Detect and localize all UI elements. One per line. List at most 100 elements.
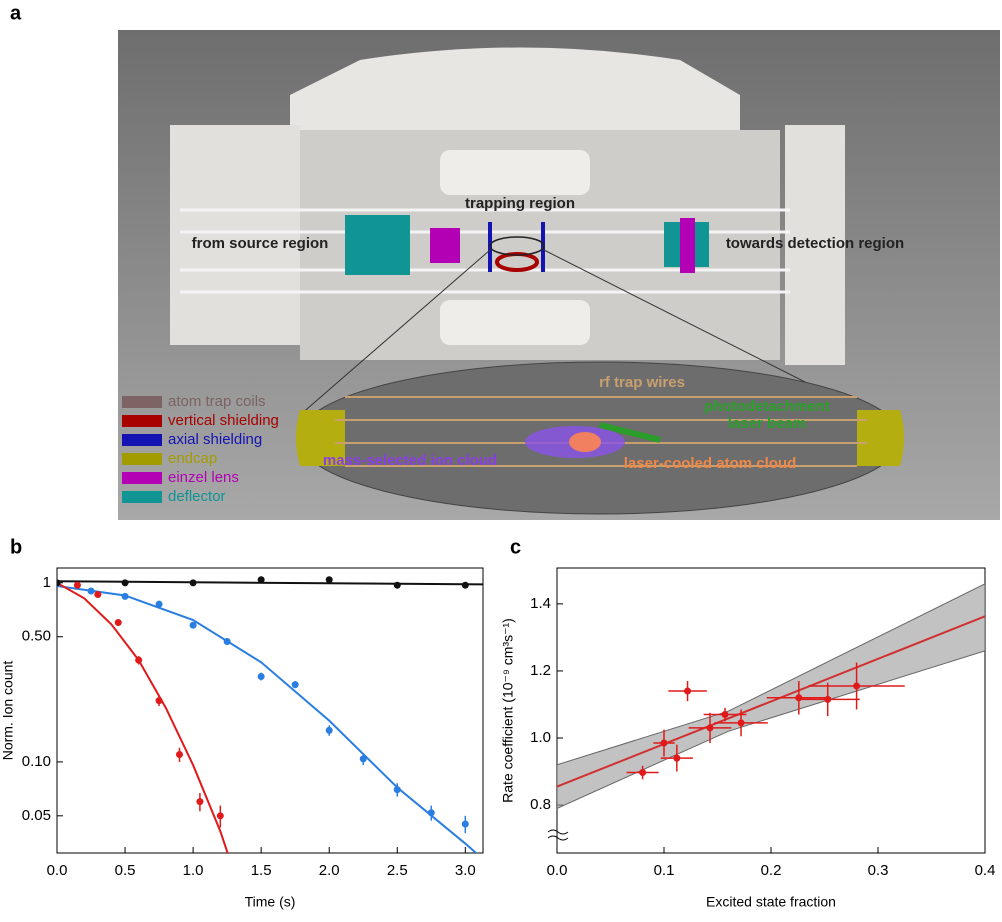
confidence-band <box>557 583 985 809</box>
endcap <box>296 410 345 466</box>
y-tick-label: 0.05 <box>22 807 51 824</box>
point <box>684 687 692 695</box>
endcap <box>857 410 904 466</box>
legend-label: endcap <box>168 450 217 467</box>
point <box>196 798 204 806</box>
point <box>87 587 95 595</box>
plot-frame <box>56 567 484 854</box>
point <box>291 681 299 689</box>
label: laser beam <box>728 415 806 432</box>
y-tick-label: 1.0 <box>530 729 551 746</box>
point <box>57 579 61 587</box>
zoom-marker <box>489 236 545 256</box>
x-tick-label: 1.0 <box>183 862 204 879</box>
x-tick-label: 2.5 <box>387 862 408 879</box>
point <box>427 809 435 817</box>
left-chamber <box>170 125 300 345</box>
point <box>189 579 197 587</box>
top-flange <box>290 47 740 135</box>
einzel-lens <box>430 228 460 263</box>
label: from source region <box>192 235 329 252</box>
legend-swatch <box>122 472 162 484</box>
legend-swatch <box>122 453 162 465</box>
point <box>223 638 231 646</box>
label: towards detection region <box>726 235 904 252</box>
point <box>853 682 861 690</box>
fit-line <box>57 580 483 586</box>
zoom-line <box>299 249 491 416</box>
legend-swatch <box>122 434 162 446</box>
point <box>706 724 714 732</box>
point <box>393 786 401 794</box>
y-tick-label: 0.50 <box>22 628 51 645</box>
y-tick-label: 1.2 <box>530 662 551 679</box>
point <box>673 754 681 762</box>
fit-line <box>557 615 985 788</box>
vertical-shielding <box>495 252 539 272</box>
x-tick-label: 0.5 <box>115 862 136 879</box>
point <box>639 769 647 777</box>
lower-coil <box>440 300 590 345</box>
legend-swatch <box>122 415 162 427</box>
point <box>189 621 197 629</box>
chart: 0.0 0.1 0.2 0.3 0.4 0.8 1.0 1.2 1.4 Excited state… <box>500 567 996 910</box>
x-axis-label: Excited state fraction <box>706 894 836 910</box>
point <box>721 711 729 719</box>
point <box>325 576 333 584</box>
point <box>359 755 367 763</box>
point <box>216 812 224 820</box>
label: mass-selected ion cloud <box>323 452 497 469</box>
legend-swatch <box>122 491 162 503</box>
x-axis-label: Time (s) <box>245 894 296 910</box>
point <box>121 592 129 600</box>
upper-coil <box>440 150 590 195</box>
fit-line <box>57 581 229 853</box>
legend-label: axial shielding <box>168 431 262 448</box>
y-tick-label: 1.4 <box>530 595 551 612</box>
point <box>155 697 163 705</box>
point <box>461 581 469 589</box>
legend-label: atom trap coils <box>168 393 266 410</box>
fit-line <box>57 585 478 853</box>
chart: 0.0 0.5 1.0 1.5 2.0 2.5 3.0 1 0.50 0.10 0.05 Time (… <box>0 567 484 910</box>
y-axis-label: Rate coefficient (10⁻⁹ cm³s⁻¹) <box>500 618 516 803</box>
label: rf trap wires <box>599 374 685 391</box>
label: trapping region <box>465 195 575 212</box>
panel-label: a <box>10 2 22 24</box>
x-tick-label: 0.2 <box>761 862 782 879</box>
legend-label: vertical shielding <box>168 412 279 429</box>
legend-label: einzel lens <box>168 469 239 486</box>
point <box>114 619 122 627</box>
point <box>461 820 469 828</box>
x-tick-label: 0.0 <box>47 862 68 879</box>
point <box>257 672 265 680</box>
panel-label: c <box>510 536 521 558</box>
illustration: trapping region from source region towar… <box>118 30 1000 520</box>
label: photodetachment <box>704 398 830 415</box>
legend: atom trap coils vertical shielding axial s… <box>122 393 279 505</box>
point <box>737 719 745 727</box>
point <box>175 750 183 758</box>
legend-swatch <box>122 396 162 408</box>
x-tick-label: 0.3 <box>868 862 889 879</box>
deflector <box>345 215 410 275</box>
point <box>824 695 832 703</box>
x-tick-label: 0.1 <box>654 862 675 879</box>
y-tick-label: 0.8 <box>530 796 551 813</box>
x-tick-label: 0.4 <box>975 862 996 879</box>
point <box>795 694 803 702</box>
x-tick-label: 0.0 <box>547 862 568 879</box>
plot <box>57 576 483 853</box>
point <box>135 656 143 664</box>
point <box>155 600 163 608</box>
right-flange <box>785 125 845 365</box>
axial-shielding <box>541 222 545 272</box>
y-tick-label: 1 <box>43 574 51 591</box>
point <box>257 576 265 584</box>
point <box>94 591 102 599</box>
x-tick-label: 3.0 <box>455 862 476 879</box>
x-tick-label: 2.0 <box>319 862 340 879</box>
panel-label: b <box>10 536 22 558</box>
y-axis-label: Norm. Ion count <box>0 661 16 761</box>
